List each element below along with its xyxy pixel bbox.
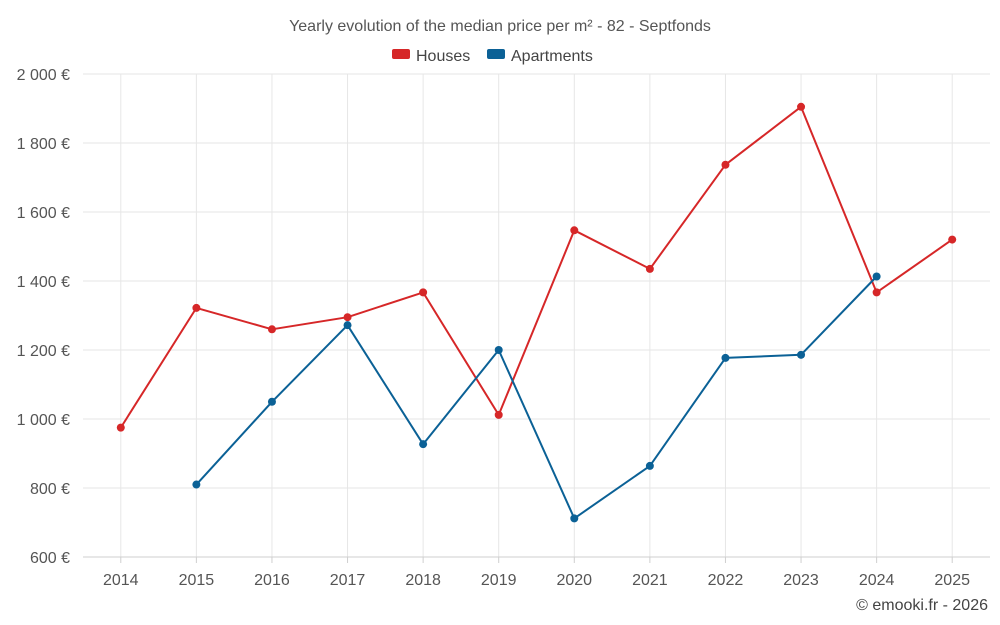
- x-tick-label: 2017: [330, 572, 366, 589]
- x-tick-label: 2014: [103, 572, 139, 589]
- data-point-houses-2024[interactable]: [872, 288, 881, 297]
- y-tick-label: 1 400 €: [17, 274, 70, 291]
- data-point-houses-2016[interactable]: [267, 325, 276, 334]
- data-point-houses-2015[interactable]: [192, 303, 201, 312]
- y-tick-label: 2 000 €: [17, 67, 70, 84]
- data-point-apartments-2021[interactable]: [645, 461, 654, 470]
- x-tick-label: 2024: [859, 572, 895, 589]
- legend[interactable]: Houses Apartments: [392, 48, 593, 65]
- data-point-apartments-2020[interactable]: [570, 514, 579, 523]
- data-point-houses-2023[interactable]: [797, 102, 806, 111]
- legend-swatch-houses: [392, 49, 410, 59]
- x-tick-label: 2023: [783, 572, 819, 589]
- data-point-houses-2022[interactable]: [721, 160, 730, 169]
- data-point-apartments-2018[interactable]: [419, 440, 428, 449]
- legend-label-apartments: Apartments: [511, 48, 593, 65]
- data-point-apartments-2016[interactable]: [267, 397, 276, 406]
- data-point-apartments-2022[interactable]: [721, 353, 730, 362]
- grid: [83, 73, 990, 558]
- x-tick-label: 2020: [556, 572, 592, 589]
- data-point-houses-2018[interactable]: [419, 288, 428, 297]
- credit-text: © emooki.fr - 2026: [856, 597, 988, 614]
- x-tick-label: 2021: [632, 572, 668, 589]
- legend-item-apartments[interactable]: Apartments: [487, 48, 593, 65]
- axes: 600 € 800 € 1 000 € 1 200 € 1 400 € 1 600 € 1 …: [17, 67, 990, 589]
- x-tick-label: 2015: [179, 572, 215, 589]
- series-layer: [116, 102, 957, 523]
- y-tick-label: 1 000 €: [17, 412, 70, 429]
- data-point-apartments-2017[interactable]: [343, 321, 352, 330]
- legend-swatch-apartments: [487, 49, 505, 59]
- data-point-houses-2014[interactable]: [116, 423, 125, 432]
- data-point-houses-2019[interactable]: [494, 410, 503, 419]
- y-tick-label: 600 €: [30, 550, 70, 567]
- data-point-houses-2020[interactable]: [570, 226, 579, 235]
- legend-label-houses: Houses: [416, 48, 470, 65]
- chart-title: Yearly evolution of the median price per…: [289, 18, 711, 35]
- data-point-apartments-2023[interactable]: [797, 350, 806, 359]
- x-tick-label: 2022: [708, 572, 744, 589]
- x-tick-label: 2016: [254, 572, 290, 589]
- data-point-houses-2017[interactable]: [343, 313, 352, 322]
- data-point-houses-2025[interactable]: [948, 235, 957, 244]
- y-tick-label: 1 800 €: [17, 136, 70, 153]
- series-line-apartments: [195, 275, 878, 520]
- data-point-apartments-2015[interactable]: [192, 480, 201, 489]
- x-tick-label: 2025: [934, 572, 970, 589]
- x-tick-label: 2019: [481, 572, 517, 589]
- x-tick-label: 2018: [405, 572, 441, 589]
- data-point-apartments-2019[interactable]: [494, 346, 503, 354]
- legend-item-houses[interactable]: Houses: [392, 48, 470, 65]
- data-point-apartments-2024[interactable]: [872, 272, 881, 281]
- y-tick-label: 800 €: [30, 481, 70, 498]
- y-tick-label: 1 200 €: [17, 343, 70, 360]
- y-tick-label: 1 600 €: [17, 205, 70, 222]
- data-point-houses-2021[interactable]: [645, 264, 654, 273]
- series-line-houses: [119, 105, 953, 429]
